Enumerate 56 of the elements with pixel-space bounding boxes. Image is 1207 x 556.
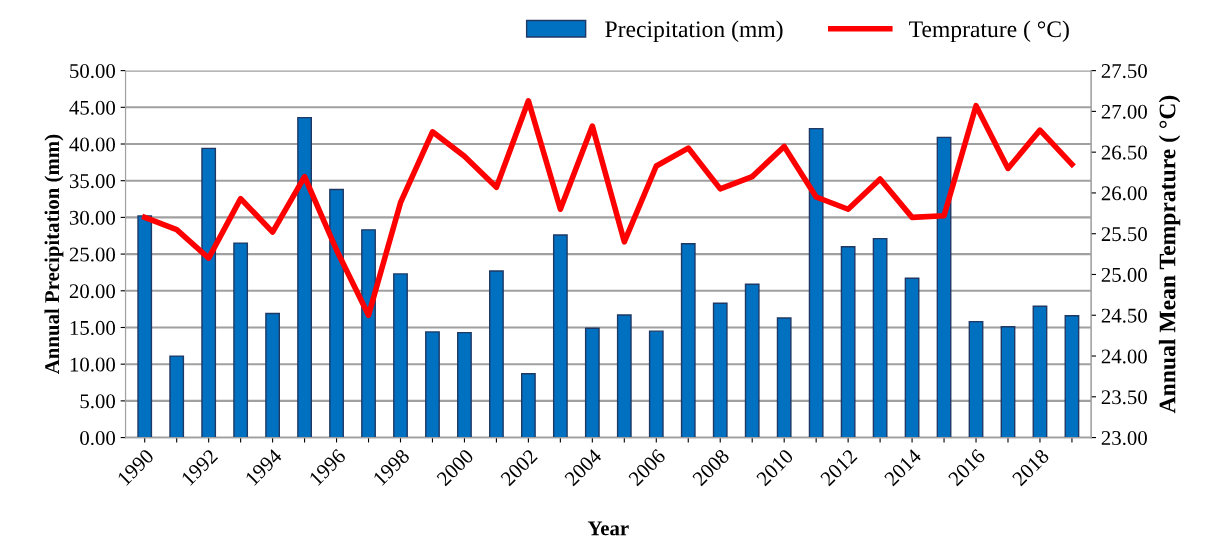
bar xyxy=(489,270,504,438)
bar xyxy=(840,246,856,438)
x-axis-title: Year xyxy=(587,521,629,536)
bar xyxy=(744,283,760,438)
bar xyxy=(169,355,185,438)
legend-label: Precipitation (mm) xyxy=(605,20,783,43)
bar xyxy=(1000,326,1016,438)
bar xyxy=(297,116,312,438)
y2-tick-label: 24.50 xyxy=(1101,308,1147,323)
bar xyxy=(137,215,153,438)
bar xyxy=(712,302,728,438)
y-tick-label: 20.00 xyxy=(69,284,116,299)
bar xyxy=(552,234,568,438)
y-tick-label: 5.00 xyxy=(80,394,116,409)
bar xyxy=(968,320,984,438)
bar xyxy=(808,127,824,438)
bar xyxy=(1064,315,1080,438)
bar xyxy=(233,242,249,438)
y2-tick-label: 27.00 xyxy=(1101,104,1147,119)
bar xyxy=(680,243,696,438)
y2-tick-label: 23.50 xyxy=(1101,390,1147,405)
bar xyxy=(936,136,952,438)
y-tick-label: 35.00 xyxy=(69,174,116,189)
bar xyxy=(648,330,664,438)
y-axis-title: Annual Precipitation (mm) xyxy=(44,134,64,375)
bar xyxy=(1032,305,1048,438)
y-tick-label: 45.00 xyxy=(69,100,116,115)
y-tick-label: 15.00 xyxy=(70,320,116,336)
bar xyxy=(201,147,217,438)
bar xyxy=(361,229,376,438)
y2-tick-label: 23.00 xyxy=(1101,430,1147,446)
y2-tick-label: 25.50 xyxy=(1101,227,1147,242)
bar xyxy=(584,327,600,438)
y-tick-label: 10.00 xyxy=(70,357,116,372)
legend-label: Temprature ( °C) xyxy=(909,20,1069,43)
y2-axis-title: Annual Mean Temprature ( °C) xyxy=(1158,95,1181,414)
bar xyxy=(520,373,536,438)
y2-tick-label: 26.00 xyxy=(1101,186,1147,201)
bar xyxy=(457,331,472,438)
bar xyxy=(425,331,440,438)
y2-tick-label: 27.50 xyxy=(1101,63,1147,79)
bar xyxy=(872,237,888,438)
bar xyxy=(776,317,792,438)
bar xyxy=(265,312,281,438)
y2-tick-label: 24.00 xyxy=(1101,349,1147,364)
y-tick-label: 50.00 xyxy=(70,63,116,79)
bar xyxy=(329,188,344,438)
y-tick-label: 25.00 xyxy=(69,247,116,262)
bar xyxy=(904,277,920,438)
bar xyxy=(393,273,408,438)
y-tick-label: 30.00 xyxy=(69,210,116,225)
y2-tick-label: 26.50 xyxy=(1101,145,1147,160)
y-tick-label: 40.00 xyxy=(69,137,116,152)
y-tick-label: 0.00 xyxy=(80,430,116,446)
bar xyxy=(616,314,632,438)
y2-tick-label: 25.00 xyxy=(1101,267,1147,282)
